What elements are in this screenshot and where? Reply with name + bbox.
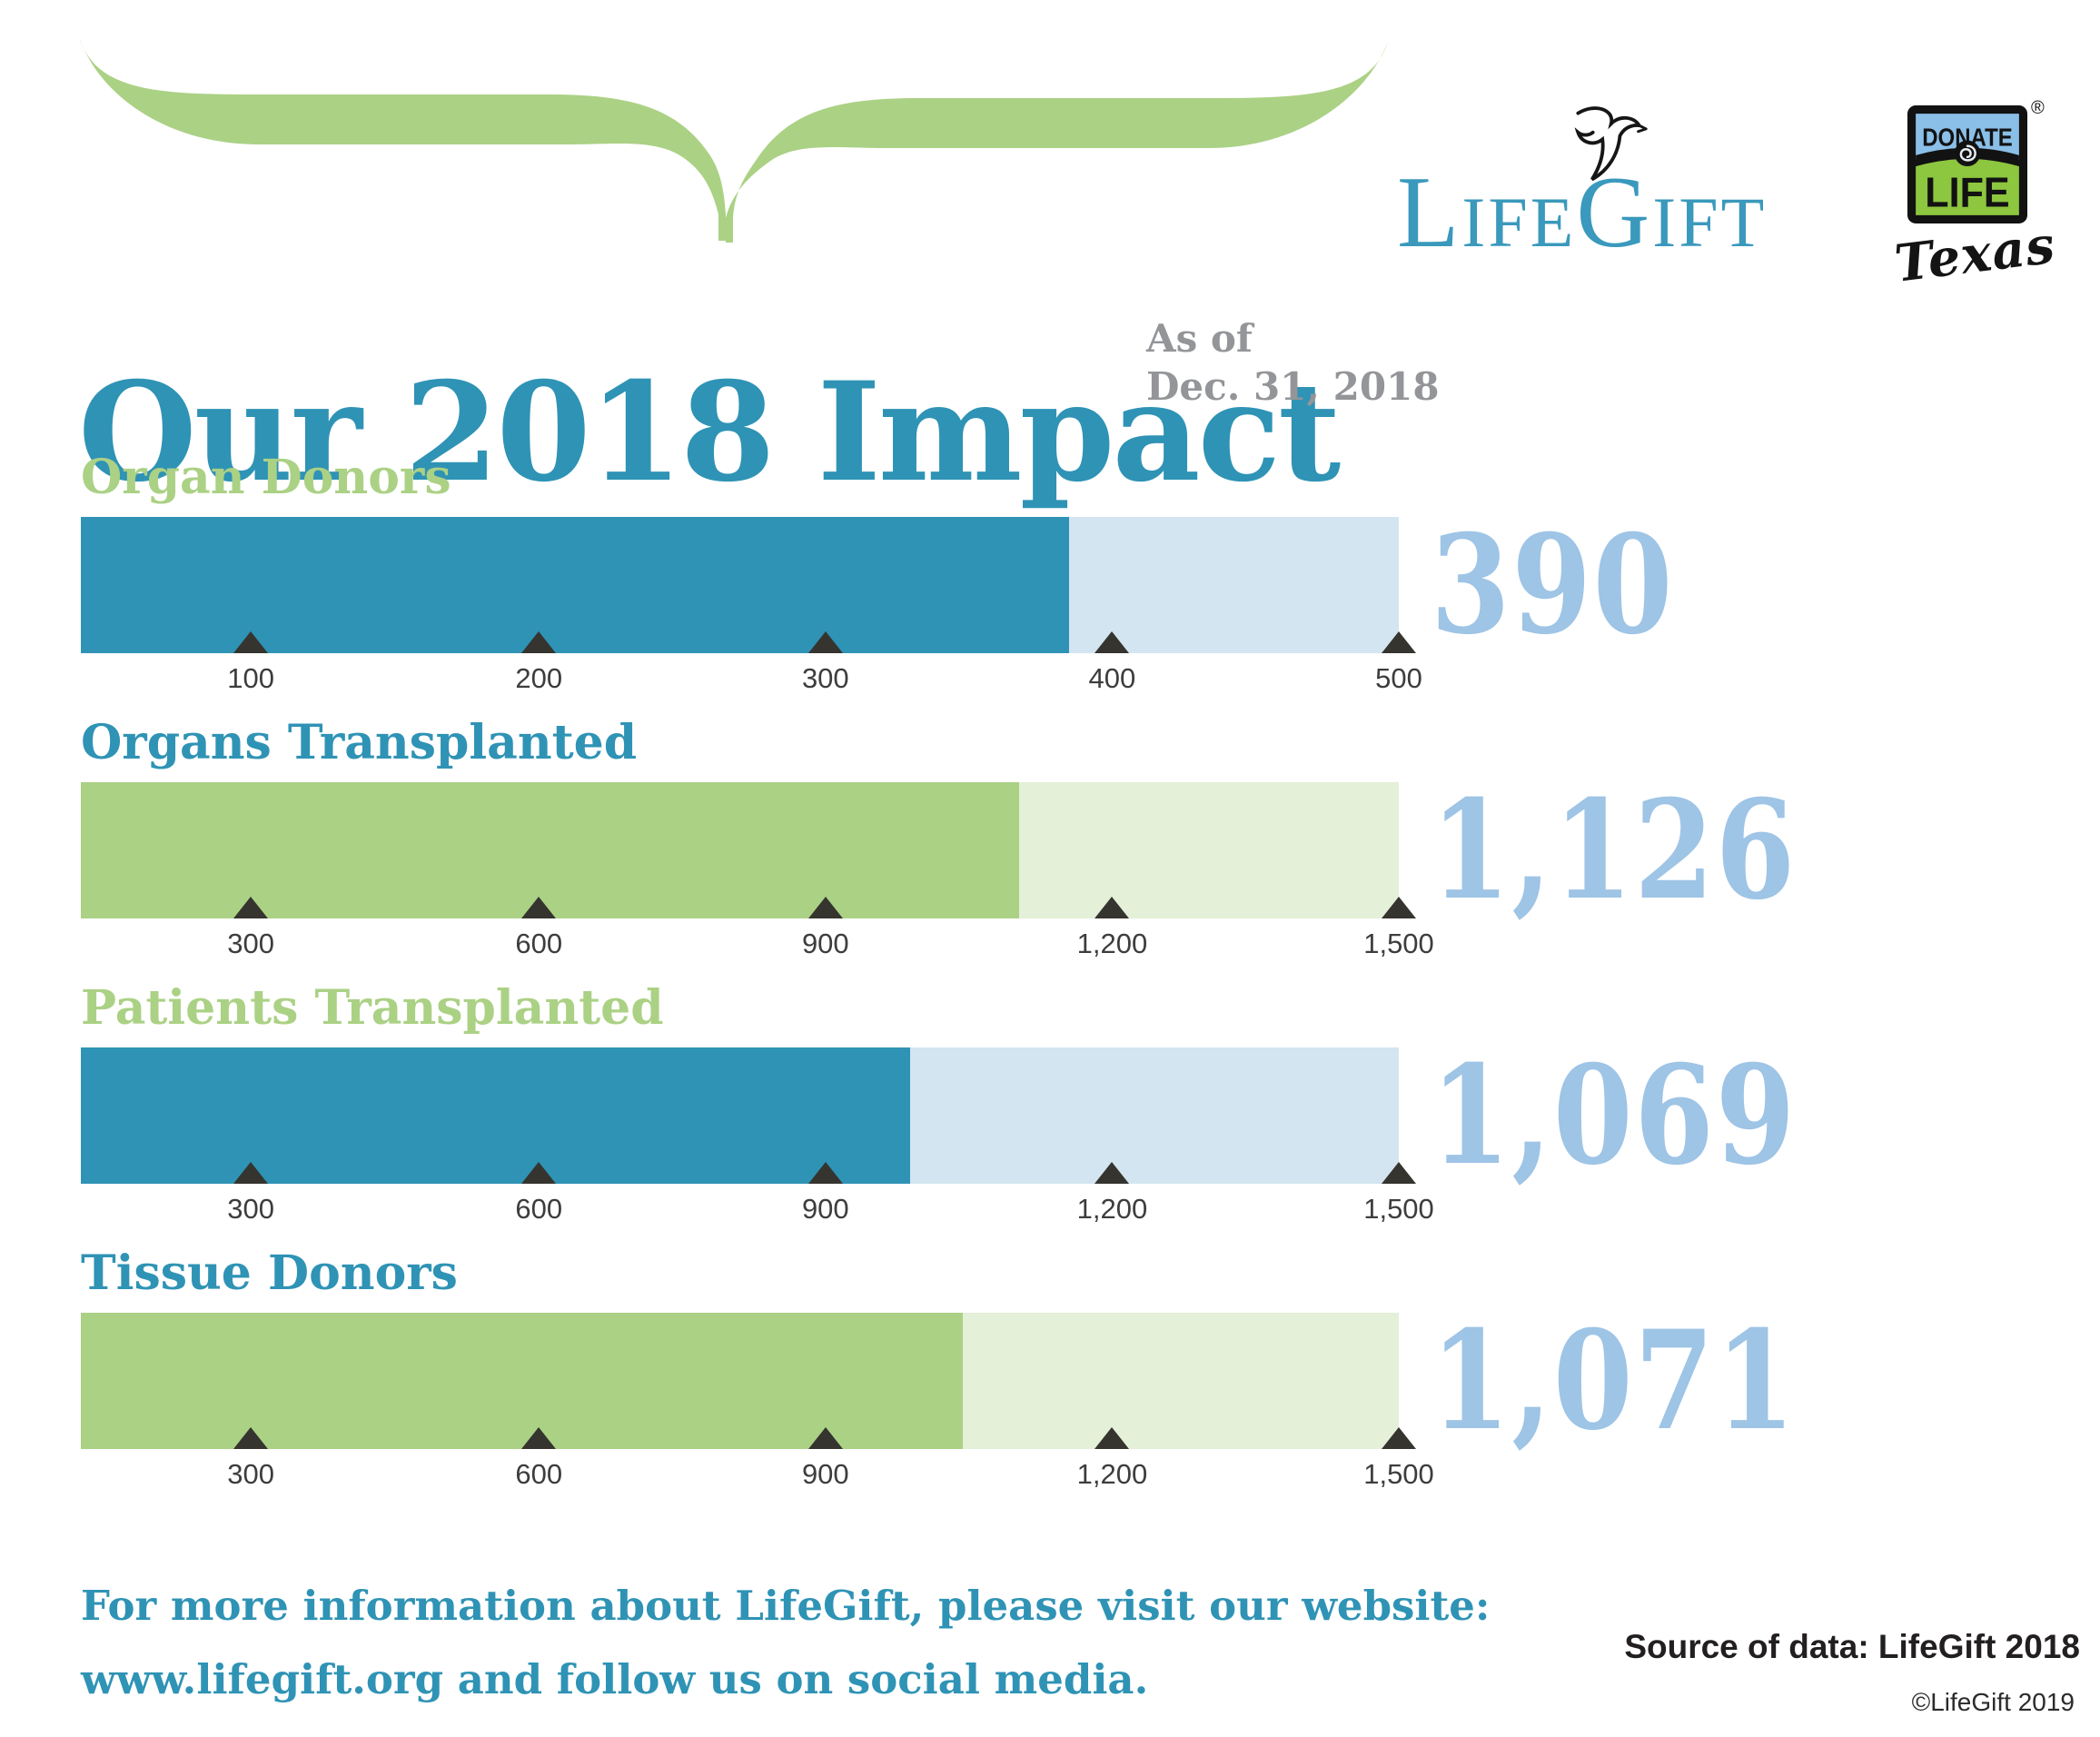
tick-marker-icon [1095, 1162, 1130, 1184]
tick-marker-icon [1382, 631, 1416, 653]
bar-track [81, 1313, 1416, 1449]
tick-label: 1,200 [1076, 1458, 1148, 1490]
lifegift-wordmark: LifeGift [1397, 156, 1768, 269]
chart-value: 1,069 [1431, 1036, 1867, 1196]
bar-fill [81, 782, 1020, 918]
donate-life-texas-script: Texas [1891, 214, 2059, 294]
chart-row-tissue-donors: Tissue Donors 300 600 900 1,200 1,500 1,… [81, 1246, 1795, 1490]
tick-marker-icon [1095, 631, 1130, 653]
tick-label: 1,500 [1363, 928, 1434, 959]
tick-label: 600 [515, 1458, 563, 1490]
tick-labels: 300 600 900 1,200 1,500 [81, 1184, 1433, 1225]
swoosh-graphic [79, 36, 1388, 243]
bar-fill [81, 517, 1070, 653]
tick-marker-icon [1382, 897, 1416, 918]
chart-value: 390 [1431, 505, 1720, 665]
tick-label: 600 [515, 1193, 563, 1225]
tick-label: 1,500 [1363, 1458, 1434, 1490]
tick-marker-icon [521, 1162, 557, 1184]
tick-marker-icon [1095, 897, 1130, 918]
as-of-label: As of Dec. 31, 2018 [1146, 314, 1440, 411]
tick-label: 900 [801, 928, 849, 959]
chart-heading: Organs Transplanted [81, 715, 638, 770]
dove-icon [1574, 106, 1648, 182]
chart-row-organ-donors: Organ Donors 100 200 300 400 500 390 [81, 450, 1672, 694]
tick-labels: 300 600 900 1,200 1,500 [81, 1449, 1433, 1490]
tick-marker-icon [233, 897, 269, 918]
chart-value-text: 1,069 [1431, 1036, 1797, 1196]
tick-label: 600 [515, 928, 563, 959]
tick-label: 900 [801, 1458, 849, 1490]
tick-marker-icon [1095, 1427, 1130, 1449]
tick-marker-icon [1382, 1427, 1416, 1449]
tick-marker-icon [233, 1427, 269, 1449]
tick-label: 100 [227, 662, 275, 694]
tick-marker-icon [233, 1162, 269, 1184]
tick-marker-icon [807, 1162, 843, 1184]
tick-marker-icon [1382, 1162, 1416, 1184]
copyright-note: ©LifeGift 2019 [1911, 1688, 2075, 1716]
tick-label: 300 [227, 1193, 275, 1225]
tick-marker-icon [521, 631, 557, 653]
chart-value-text: 1,071 [1431, 1301, 1797, 1461]
tick-marker-icon [807, 631, 843, 653]
tick-marker-icon [807, 1427, 843, 1449]
bar-track [81, 517, 1416, 653]
chart-heading: Organ Donors [81, 450, 451, 505]
chart-value-text: 390 [1431, 505, 1675, 665]
footer-info-line2: www.lifegift.org and follow us on social… [81, 1655, 1149, 1703]
tick-label: 1,200 [1076, 928, 1148, 959]
data-source-note: Source of data: LifeGift 2018 [1624, 1628, 2080, 1665]
page-title: Our 2018 Impact [78, 352, 1341, 512]
chart-value: 1,126 [1431, 770, 1867, 930]
tick-label: 300 [227, 1458, 275, 1490]
chart-row-patients-transplanted: Patients Transplanted 300 600 900 1,200 … [81, 980, 1795, 1225]
chart-heading: Patients Transplanted [81, 980, 664, 1036]
tick-marker-icon [521, 897, 557, 918]
tick-marker-icon [233, 631, 269, 653]
tick-label: 1,200 [1076, 1193, 1148, 1225]
tick-marker-icon [521, 1427, 557, 1449]
tick-label: 1,500 [1363, 1193, 1434, 1225]
footer-info-line1: For more information about LifeGift, ple… [81, 1582, 1491, 1630]
donate-life-badge: DONATE LIFE [1907, 105, 2027, 223]
bar-track [81, 1047, 1416, 1184]
tick-label: 200 [515, 662, 563, 694]
tick-label: 400 [1088, 662, 1136, 694]
chart-heading: Tissue Donors [81, 1246, 458, 1301]
tick-marker-icon [807, 897, 843, 918]
tick-label: 500 [1375, 662, 1422, 694]
tick-label: 300 [801, 662, 849, 694]
tick-labels: 300 600 900 1,200 1,500 [81, 918, 1433, 959]
as-of-line2: Dec. 31, 2018 [1146, 364, 1440, 409]
tick-label: 300 [227, 928, 275, 959]
chart-value: 1,071 [1431, 1301, 1867, 1461]
registered-mark: ® [2031, 98, 2045, 118]
as-of-line1: As of [1146, 316, 1253, 361]
bar-track [81, 782, 1416, 918]
bar-fill [81, 1313, 963, 1449]
donate-life-word-life: LIFE [1925, 169, 2009, 216]
tick-label: 900 [801, 1193, 849, 1225]
chart-value-text: 1,126 [1431, 770, 1797, 930]
chart-row-organs-transplanted: Organs Transplanted 300 600 900 1,200 1,… [81, 715, 1795, 959]
bar-fill [81, 1047, 910, 1184]
tick-labels: 100 200 300 400 500 [81, 653, 1422, 694]
charts-section: Organ Donors 100 200 300 400 500 390 Org… [81, 450, 1795, 1513]
donate-life-swirl-icon [1954, 140, 1981, 167]
